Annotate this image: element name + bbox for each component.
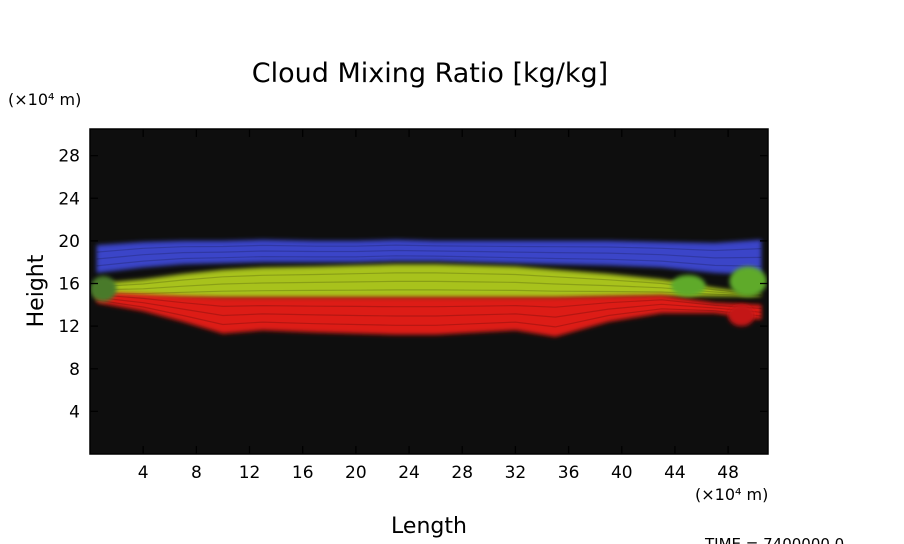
plot-frame bbox=[89, 128, 769, 455]
cloud-layer-contour bbox=[96, 244, 762, 253]
cloud-layer-contour bbox=[96, 255, 762, 267]
x-axis-title: Length bbox=[391, 514, 467, 539]
cloud-layer-contour bbox=[96, 272, 762, 296]
time-stamp: TIME = 7400000.0 bbox=[704, 535, 844, 544]
y-axis-unit: (×10⁴ m) bbox=[8, 90, 81, 109]
x-tick-label: 44 bbox=[664, 463, 686, 483]
cloud-feature-2 bbox=[728, 304, 755, 327]
x-tick-label: 32 bbox=[505, 463, 527, 483]
cloud-layer-1 bbox=[96, 264, 762, 299]
y-tick-label: 20 bbox=[58, 232, 80, 252]
cloud-layer-contour bbox=[96, 249, 762, 260]
y-tick-label: 16 bbox=[58, 275, 80, 295]
x-tick-label: 12 bbox=[239, 463, 261, 483]
x-tick-label: 16 bbox=[292, 463, 314, 483]
x-tick-label: 24 bbox=[398, 463, 420, 483]
cloud-layer-contour bbox=[96, 296, 762, 318]
y-tick-label: 28 bbox=[58, 147, 80, 167]
cloud-layer-contour bbox=[96, 289, 762, 297]
x-tick-label: 40 bbox=[611, 463, 633, 483]
chart-title: Cloud Mixing Ratio [kg/kg] bbox=[252, 58, 608, 89]
y-tick-label: 4 bbox=[69, 402, 80, 422]
cloud-feature-0 bbox=[670, 274, 706, 297]
y-tick-label: 12 bbox=[58, 317, 80, 337]
y-tick-label: 8 bbox=[69, 360, 80, 380]
x-tick-label: 20 bbox=[345, 463, 367, 483]
y-axis-title: Height bbox=[24, 254, 49, 327]
cloud-layer-2 bbox=[96, 292, 762, 337]
data-layers bbox=[90, 239, 767, 337]
x-tick-label: 4 bbox=[138, 463, 149, 483]
x-tick-label: 8 bbox=[191, 463, 202, 483]
y-tick-label: 24 bbox=[58, 189, 80, 209]
cloud-feature-3 bbox=[90, 276, 117, 302]
x-tick-label: 36 bbox=[558, 463, 580, 483]
y-axis-ticks: 4 8 12 16 20 24 28 bbox=[58, 147, 768, 422]
cloud-layer-contour bbox=[96, 294, 762, 310]
cloud-layer-contour bbox=[96, 299, 762, 328]
cloud-feature-1 bbox=[729, 266, 767, 297]
x-tick-label: 28 bbox=[451, 463, 473, 483]
cloud-layer-0 bbox=[96, 239, 762, 275]
cloud-layer-contour bbox=[96, 280, 762, 296]
x-tick-label: 48 bbox=[717, 463, 739, 483]
x-axis-ticks: 4 8 12 16 20 24 28 32 36 40 44 48 bbox=[138, 129, 739, 483]
x-axis-unit: (×10⁴ m) bbox=[695, 485, 768, 504]
